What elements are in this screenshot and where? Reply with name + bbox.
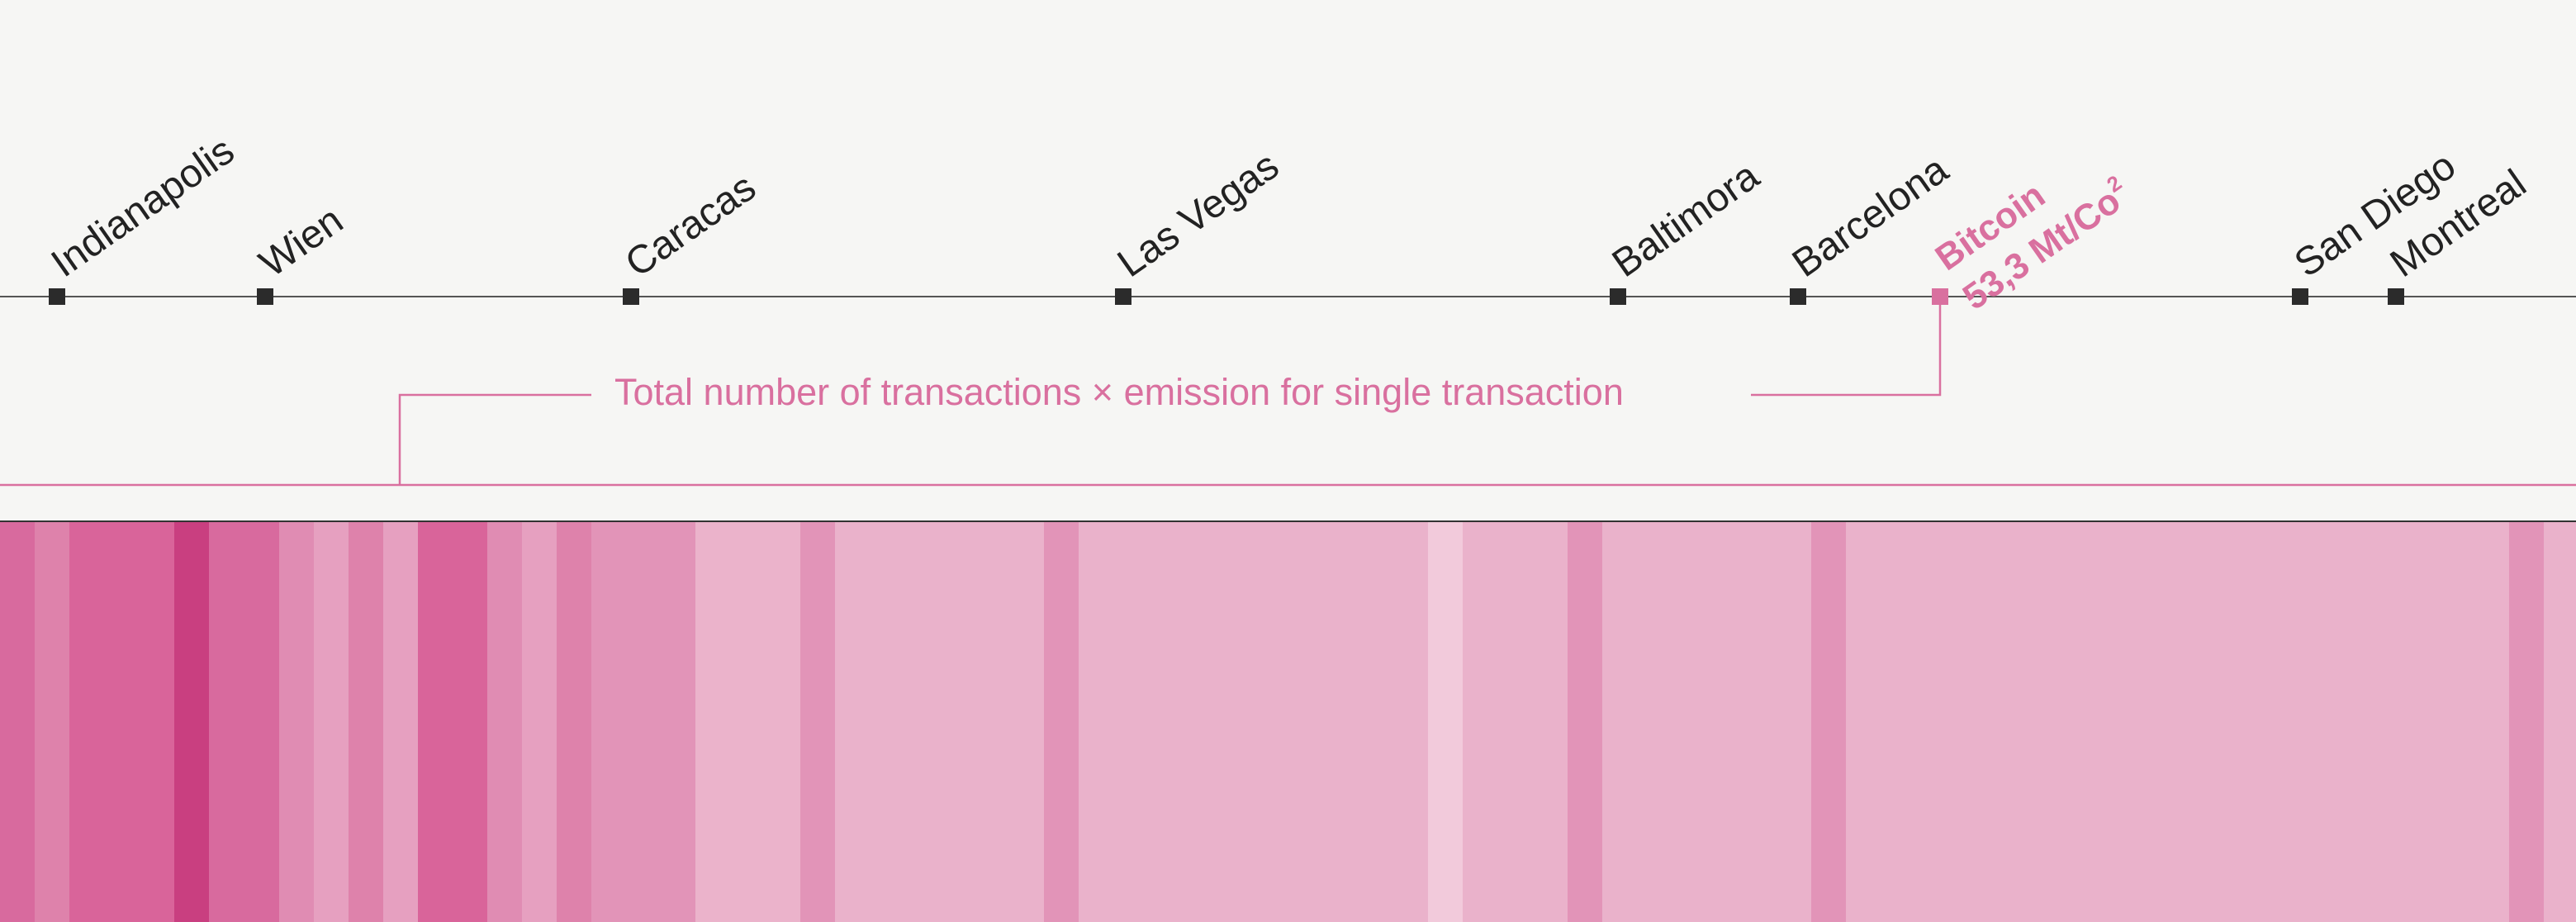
- city-marker: [257, 288, 273, 305]
- emission-stripe: [695, 522, 801, 922]
- emission-stripe: [314, 522, 349, 922]
- emission-stripe: [1846, 522, 2510, 922]
- emission-stripe: [1044, 522, 1079, 922]
- emission-stripe: [800, 522, 836, 922]
- emission-stripe: [557, 522, 592, 922]
- annotation-text: Total number of transactions × emission …: [614, 371, 1624, 413]
- emission-stripe: [418, 522, 488, 922]
- emission-stripe: [209, 522, 280, 922]
- emission-stripe: [279, 522, 315, 922]
- bracket-right-line: [1751, 305, 1942, 397]
- emission-stripes: [0, 522, 2576, 922]
- emission-stripe: [1811, 522, 1847, 922]
- emission-stripe: [0, 522, 36, 922]
- city-marker: [1610, 288, 1626, 305]
- emission-stripe: [349, 522, 384, 922]
- city-marker: [2388, 288, 2404, 305]
- city-marker: [623, 288, 639, 305]
- emission-stripe: [174, 522, 210, 922]
- emission-stripe: [1568, 522, 1603, 922]
- bitcoin-marker: [1932, 288, 1948, 305]
- city-marker: [1790, 288, 1806, 305]
- emission-stripe: [522, 522, 557, 922]
- emission-stripe: [2544, 522, 2576, 922]
- emission-stripe: [69, 522, 175, 922]
- emission-stripe: [487, 522, 523, 922]
- emission-stripe: [835, 522, 1045, 922]
- emission-stripe: [1079, 522, 1429, 922]
- emission-stripe: [2509, 522, 2545, 922]
- emission-stripe: [35, 522, 70, 922]
- emission-stripe: [591, 522, 696, 922]
- emission-stripe: [1463, 522, 1568, 922]
- emission-stripe: [383, 522, 419, 922]
- emission-stripe: [1602, 522, 1812, 922]
- bracket-left-line: [398, 393, 591, 485]
- city-marker: [1115, 288, 1131, 305]
- city-marker: [2292, 288, 2308, 305]
- city-marker: [49, 288, 65, 305]
- annotation-bracket: Total number of transactions × emission …: [398, 305, 1942, 485]
- emission-stripe: [1428, 522, 1464, 922]
